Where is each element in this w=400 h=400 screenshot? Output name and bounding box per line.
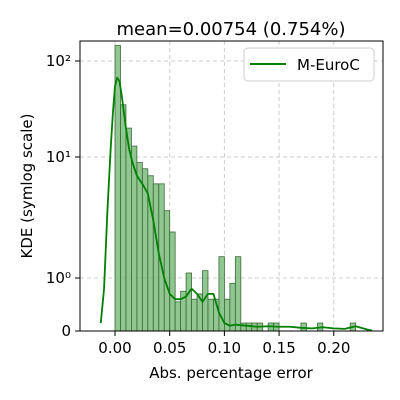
legend: M-EuroC (243, 47, 375, 82)
y-tick-label-0: 0 (61, 322, 71, 340)
kde-line-0 (99, 76, 373, 332)
y-tick-label-2: 10¹ (46, 148, 71, 166)
histogram-bar-4 (136, 162, 143, 332)
histogram-bar-7 (152, 183, 160, 332)
histogram-bar-23 (240, 322, 247, 332)
histogram-bar-13 (185, 272, 192, 332)
x-axis-label: Abs. percentage error (149, 364, 313, 382)
histogram-bar-1 (120, 104, 127, 332)
y-tick-label-3: 10² (46, 52, 71, 70)
chart-title: mean=0.00754 (0.754%) (117, 19, 346, 40)
histogram-bar-22 (234, 256, 242, 332)
x-tick-label-0: 0.00 (98, 339, 131, 357)
kde-line-layer (99, 76, 373, 332)
histogram-bar-14 (191, 298, 198, 332)
x-tick-label-2: 0.10 (208, 339, 241, 357)
y-tick-label-1: 10⁰ (46, 269, 71, 287)
histogram-bar-11 (174, 301, 182, 332)
x-tick-label-1: 0.05 (153, 339, 186, 357)
legend-label: M-EuroC (297, 56, 360, 74)
legend-box (243, 47, 375, 82)
plot-frame (79, 40, 384, 332)
y-ticks: 0 10⁰ 10¹ 10² (46, 52, 80, 340)
histogram-bar-17 (207, 298, 214, 332)
x-ticks: 0.00 0.05 0.10 0.15 0.20 (98, 331, 350, 357)
x-tick-label-3: 0.15 (262, 339, 295, 357)
histogram-bar-21 (229, 282, 236, 332)
x-tick-label-4: 0.20 (317, 339, 350, 357)
histogram-bar-0 (114, 45, 121, 332)
histogram-bar-10 (169, 231, 176, 332)
histogram-bar-9 (163, 210, 171, 332)
y-axis-label: KDE (symlog scale) (18, 114, 36, 259)
